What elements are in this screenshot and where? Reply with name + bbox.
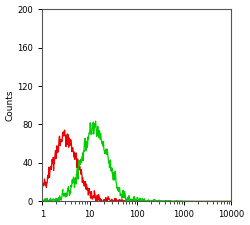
Y-axis label: Counts: Counts <box>6 90 15 121</box>
